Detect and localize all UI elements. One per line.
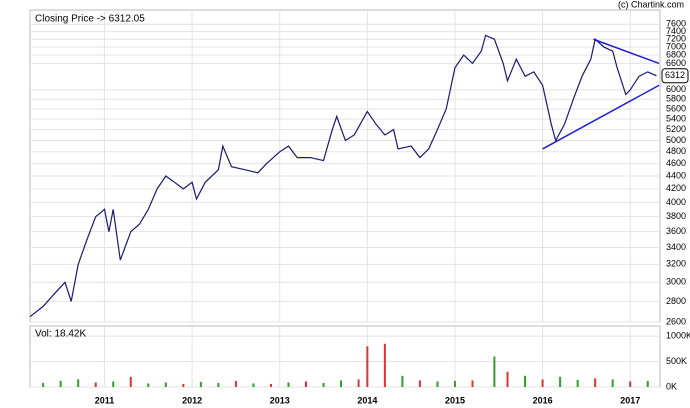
volume-bar bbox=[559, 376, 562, 387]
source: (c) Chartink.com bbox=[618, 0, 684, 9]
volume-bar bbox=[524, 375, 527, 387]
y-tick-label: 4000 bbox=[666, 197, 686, 207]
x-tick-label: 2014 bbox=[357, 395, 377, 405]
y-tick-label: 1000K bbox=[666, 331, 690, 341]
volume-bar bbox=[576, 379, 579, 387]
trendline bbox=[542, 84, 660, 150]
volume-bar bbox=[436, 381, 439, 387]
chart-title: Closing Price -> 6312.05 bbox=[35, 14, 145, 25]
y-tick-label: 4600 bbox=[666, 158, 686, 168]
volume-bar bbox=[322, 382, 325, 387]
y-tick-label: 3400 bbox=[666, 242, 686, 252]
y-tick-label: 5600 bbox=[666, 103, 686, 113]
y-tick-label: 4800 bbox=[666, 146, 686, 156]
volume-bar bbox=[287, 382, 290, 387]
y-tick-label: 7000 bbox=[666, 41, 686, 51]
volume-bar bbox=[594, 378, 597, 387]
y-tick-label: 3800 bbox=[666, 211, 686, 221]
volume-bar bbox=[269, 383, 272, 387]
volume-bar bbox=[199, 381, 202, 387]
volume-bar bbox=[506, 371, 509, 387]
volume-bar bbox=[629, 381, 632, 387]
y-tick-label: 7400 bbox=[666, 26, 686, 36]
y-tick-label: 4200 bbox=[666, 183, 686, 193]
y-tick-label: 3200 bbox=[666, 259, 686, 269]
volume-bar bbox=[471, 380, 474, 387]
volume-bar bbox=[418, 380, 421, 387]
volume-bar bbox=[42, 382, 45, 387]
volume-bar bbox=[234, 380, 237, 387]
x-tick-label: 2016 bbox=[533, 395, 553, 405]
y-tick-label: 7200 bbox=[666, 34, 686, 44]
price-panel bbox=[29, 9, 661, 323]
y-tick-label: 500K bbox=[666, 356, 687, 366]
volume-bar bbox=[541, 379, 544, 387]
y-tick-label: 6600 bbox=[666, 58, 686, 68]
volume-bar bbox=[453, 380, 456, 387]
y-tick-label: 6800 bbox=[666, 49, 686, 59]
y-tick-label: 7600 bbox=[666, 19, 686, 29]
volume-bar bbox=[252, 383, 255, 387]
volume-bar bbox=[366, 346, 369, 387]
volume-bar bbox=[182, 383, 185, 387]
x-tick-label: 2011 bbox=[95, 395, 115, 405]
volume-bar bbox=[611, 379, 614, 387]
y-tick-label: 5800 bbox=[666, 94, 686, 104]
volume-bar bbox=[164, 382, 167, 387]
volume-panel bbox=[29, 325, 661, 388]
volume-title: Vol: 18.42K bbox=[35, 329, 86, 340]
volume-bar bbox=[646, 380, 649, 387]
volume-bar bbox=[493, 356, 496, 387]
y-tick-label: 2600 bbox=[666, 316, 686, 326]
x-tick-label: 2013 bbox=[270, 395, 290, 405]
last-price-label: 6312 bbox=[665, 70, 685, 80]
volume-bar bbox=[217, 382, 220, 387]
x-tick-label: 2015 bbox=[445, 395, 465, 405]
volume-bar bbox=[340, 380, 343, 387]
y-tick-label: 3000 bbox=[666, 277, 686, 287]
volume-bar bbox=[147, 383, 150, 387]
volume-bar bbox=[401, 375, 404, 387]
trendline bbox=[593, 38, 660, 65]
volume-bar bbox=[59, 380, 62, 387]
y-tick-label: 0K bbox=[666, 381, 677, 391]
price-line bbox=[29, 34, 657, 318]
volume-bar bbox=[129, 376, 132, 387]
volume-bar bbox=[94, 382, 97, 387]
volume-bar bbox=[112, 381, 115, 387]
x-tick-label: 2012 bbox=[182, 395, 202, 405]
y-tick-label: 6000 bbox=[666, 84, 686, 94]
y-tick-label: 2800 bbox=[666, 296, 686, 306]
x-tick-label: 2017 bbox=[620, 395, 640, 405]
y-tick-label: 4400 bbox=[666, 170, 686, 180]
y-tick-label: 5000 bbox=[666, 135, 686, 145]
last-price-box bbox=[661, 68, 689, 84]
y-tick-label: 5400 bbox=[666, 113, 686, 123]
volume-bar bbox=[77, 379, 80, 387]
volume-bar bbox=[383, 343, 386, 387]
volume-bar bbox=[357, 379, 360, 387]
y-tick-label: 3600 bbox=[666, 226, 686, 236]
volume-bar bbox=[305, 381, 308, 387]
y-tick-label: 5200 bbox=[666, 124, 686, 134]
